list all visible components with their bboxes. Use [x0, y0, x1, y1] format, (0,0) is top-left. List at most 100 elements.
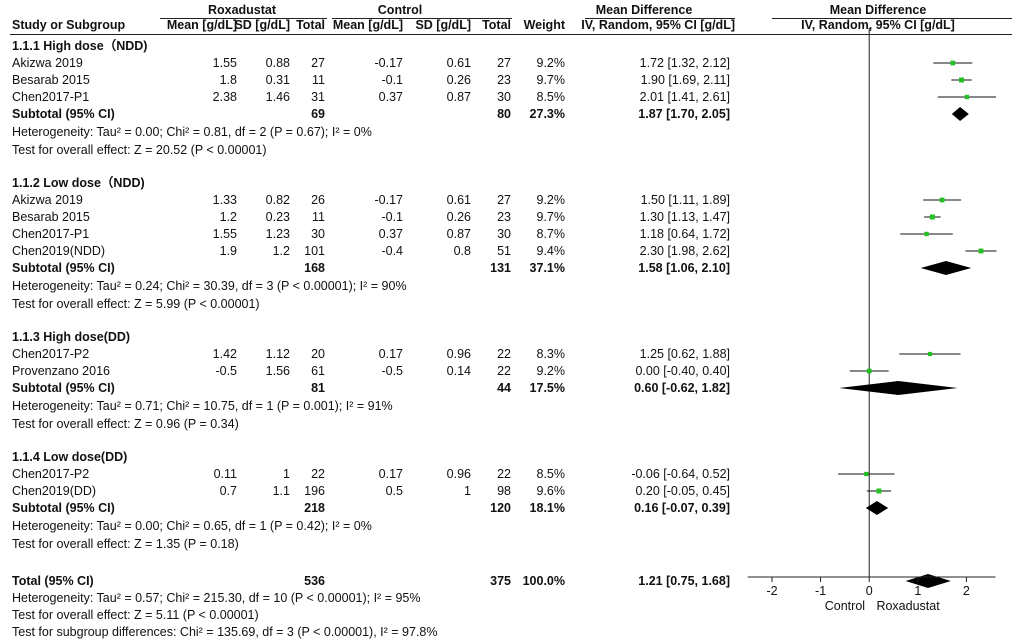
x-tick-label: -1 — [815, 584, 826, 598]
subtotal-weight: 37.1% — [529, 261, 565, 275]
subtotal-diamond — [951, 107, 969, 121]
control-total: 30 — [497, 227, 511, 241]
heterogeneity-stat: Heterogeneity: Tau² = 0.00; Chi² = 0.65,… — [12, 519, 372, 533]
roxadustat-group-header: Roxadustat — [207, 3, 277, 17]
roxa-sd: 1.56 — [265, 364, 290, 378]
roxa-mean: 1.33 — [212, 193, 237, 207]
subgroup-heading: 1.1.4 Low dose(DD) — [12, 450, 128, 464]
roxa-total: 26 — [311, 193, 325, 207]
study-name: Chen2017-P1 — [12, 227, 90, 241]
subtotal-ci: 0.16 [-0.07, 0.39] — [634, 501, 730, 515]
study-name: Akizwa 2019 — [12, 56, 83, 70]
study-name: Provenzano 2016 — [12, 364, 110, 378]
control-mean: 0.37 — [378, 227, 403, 241]
study-point-estimate — [866, 368, 872, 374]
study-ci: -0.06 [-0.64, 0.52] — [631, 467, 730, 481]
roxa-sd: 0.82 — [265, 193, 290, 207]
study-ci: 1.18 [0.64, 1.72] — [639, 227, 730, 241]
control-total: 27 — [497, 193, 511, 207]
heterogeneity-stat: Heterogeneity: Tau² = 0.71; Chi² = 10.75… — [12, 399, 393, 413]
total-overall-effect: Test for overall effect: Z = 5.11 (P < 0… — [12, 608, 259, 622]
roxa-mean: 0.11 — [213, 467, 237, 481]
study-name: Akizwa 2019 — [12, 193, 83, 207]
col-header-sd-control: SD [g/dL] — [415, 18, 471, 32]
overall-diamond — [905, 574, 951, 588]
roxa-total: 11 — [312, 73, 325, 87]
control-mean: -0.1 — [381, 73, 403, 87]
control-total: 98 — [497, 484, 511, 498]
overall-effect-test: Test for overall effect: Z = 0.96 (P = 0… — [12, 417, 239, 431]
control-total: 30 — [497, 90, 511, 104]
subtotal-label: Subtotal (95% CI) — [12, 501, 115, 515]
roxa-mean: -0.5 — [215, 364, 237, 378]
col-header-total-roxa: Total — [296, 18, 325, 32]
header-group-rule — [585, 18, 735, 19]
subtotal-weight: 27.3% — [529, 107, 565, 121]
study-ci: 1.25 [0.62, 1.88] — [639, 347, 730, 361]
study-ci: 2.30 [1.98, 2.62] — [639, 244, 730, 258]
study-weight: 8.7% — [536, 227, 566, 241]
total-weight: 100.0% — [522, 574, 565, 588]
control-total: 22 — [497, 364, 511, 378]
control-sd: 0.26 — [446, 73, 471, 87]
study-name: Chen2019(NDD) — [12, 244, 106, 258]
roxa-total: 22 — [311, 467, 325, 481]
roxa-sd: 1 — [283, 467, 290, 481]
study-point-estimate — [876, 488, 882, 494]
control-sd: 0.96 — [446, 467, 471, 481]
mean-difference-header: Mean Difference — [595, 3, 693, 17]
control-mean: -0.4 — [381, 244, 403, 258]
overall-effect-test: Test for overall effect: Z = 1.35 (P = 0… — [12, 537, 239, 551]
subtotal-control-total: 120 — [490, 501, 511, 515]
subtotal-diamond — [920, 261, 972, 275]
heterogeneity-stat: Heterogeneity: Tau² = 0.24; Chi² = 30.39… — [12, 279, 407, 293]
control-mean: 0.17 — [378, 467, 403, 481]
study-name: Chen2019(DD) — [12, 484, 97, 498]
study-weight: 9.7% — [536, 73, 566, 87]
header-group-rule — [772, 18, 1012, 19]
total-roxa: 536 — [304, 574, 325, 588]
control-mean: 0.5 — [385, 484, 403, 498]
study-ci: 0.00 [-0.40, 0.40] — [635, 364, 730, 378]
col-header-total-control: Total — [482, 18, 511, 32]
control-sd: 1 — [464, 484, 471, 498]
study-name: Besarab 2015 — [12, 210, 90, 224]
control-total: 22 — [497, 347, 511, 361]
control-total: 27 — [497, 56, 511, 70]
roxa-total: 27 — [311, 56, 325, 70]
control-total: 23 — [497, 73, 511, 87]
study-point-estimate — [927, 351, 933, 357]
total-label: Total (95% CI) — [12, 574, 94, 588]
study-weight: 8.5% — [536, 467, 566, 481]
subtotal-label: Subtotal (95% CI) — [12, 107, 115, 121]
forest-plot-figure: Roxadustat Control Mean Difference Mean Dif… — [10, 3, 1012, 639]
heterogeneity-stat: Heterogeneity: Tau² = 0.00; Chi² = 0.81,… — [12, 125, 372, 139]
control-sd: 0.14 — [446, 364, 471, 378]
header-group-rule — [332, 18, 512, 19]
study-ci: 1.30 [1.13, 1.47] — [639, 210, 730, 224]
subtotal-diamond — [865, 501, 889, 515]
col-header-study: Study or Subgroup — [12, 18, 126, 32]
study-point-estimate — [924, 231, 929, 237]
study-ci: 0.20 [-0.05, 0.45] — [635, 484, 730, 498]
study-ci: 2.01 [1.41, 2.61] — [639, 90, 730, 104]
control-sd: 0.96 — [446, 347, 471, 361]
study-point-estimate — [864, 471, 869, 477]
study-name: Chen2017-P1 — [12, 90, 90, 104]
control-sd: 0.8 — [453, 244, 471, 258]
favours-roxadustat-label: Roxadustat — [876, 599, 940, 613]
col-header-mean-control: Mean [g/dL] — [332, 18, 403, 32]
study-ci: 1.50 [1.11, 1.89] — [640, 193, 730, 207]
roxa-sd: 1.2 — [272, 244, 290, 258]
control-group-header: Control — [377, 3, 423, 17]
subtotal-roxa-total: 218 — [304, 501, 325, 515]
roxa-mean: 1.55 — [212, 56, 237, 70]
total-heterogeneity: Heterogeneity: Tau² = 0.57; Chi² = 215.3… — [12, 591, 421, 605]
study-ci: 1.72 [1.32, 2.12] — [639, 56, 730, 70]
study-point-estimate — [950, 60, 956, 66]
study-point-estimate — [959, 77, 965, 83]
roxa-total: 61 — [311, 364, 325, 378]
control-mean: -0.17 — [374, 56, 404, 70]
control-sd: 0.26 — [446, 210, 471, 224]
subtotal-control-total: 80 — [497, 107, 511, 121]
